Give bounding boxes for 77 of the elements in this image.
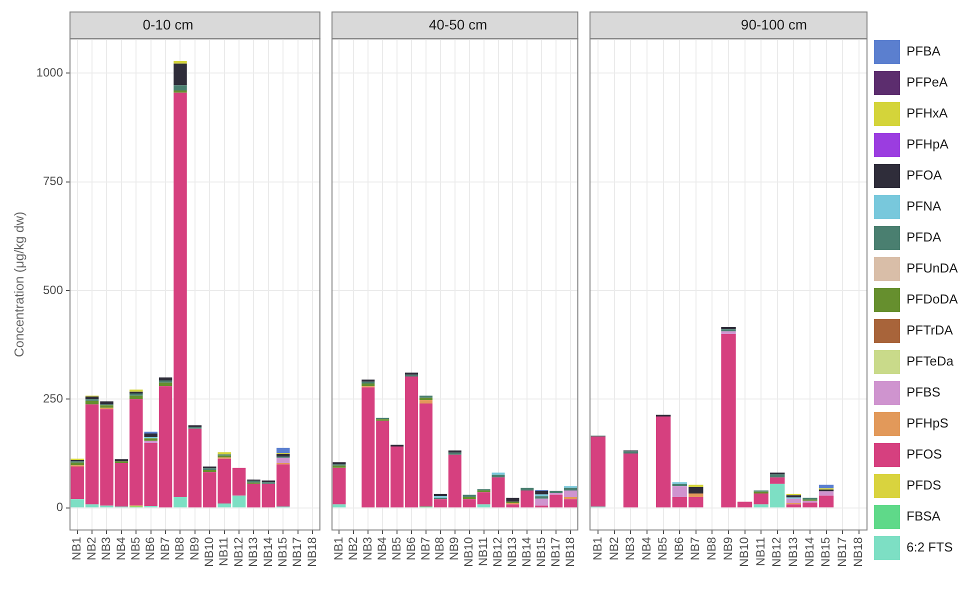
x-tick-label: NB14 xyxy=(519,536,534,568)
x-tick-label: NB6 xyxy=(404,536,418,560)
x-tick-label: NB4 xyxy=(114,536,128,560)
legend-label: PFDA xyxy=(906,230,942,245)
x-tick-label: NB18 xyxy=(304,536,319,568)
x-tick-label: NB8 xyxy=(432,536,447,560)
chart-title: 0-10 cm xyxy=(142,16,194,32)
x-tick-label: NB11 xyxy=(753,536,768,566)
legend-label: PFHpS xyxy=(906,416,949,431)
legend-label: PFOA xyxy=(906,168,942,183)
legend-label: PFDS xyxy=(906,478,942,493)
x-tick-label: NB18 xyxy=(851,536,866,568)
x-tick-label: NB2 xyxy=(84,536,98,560)
x-tick-label: NB14 xyxy=(802,536,816,568)
x-tick-label: NB12 xyxy=(231,536,246,568)
x-tick-label: NB5 xyxy=(389,536,404,560)
x-tick-label: NB6 xyxy=(143,536,158,560)
x-tick-label: NB13 xyxy=(246,536,260,568)
x-tick-label: NB9 xyxy=(447,536,462,560)
x-tick-label: NB6 xyxy=(672,536,686,560)
legend-label: PFBA xyxy=(906,44,941,59)
x-tick-label: NB2 xyxy=(346,536,360,560)
x-tick-label: NB7 xyxy=(418,536,432,560)
legend-label: PFUnDA xyxy=(906,260,958,276)
x-tick-label: NB5 xyxy=(656,536,670,560)
x-tick-label: NB1 xyxy=(590,536,604,560)
x-tick-label: NB17 xyxy=(548,536,562,568)
legend-label: PFTeDa xyxy=(906,354,954,369)
x-tick-label: NB11 xyxy=(216,536,231,566)
x-tick-label: NB1 xyxy=(332,536,346,560)
x-tick-label: NB11 xyxy=(476,536,490,566)
x-tick-label: NB13 xyxy=(505,536,520,568)
y-tick-label: 750 xyxy=(42,174,64,188)
legend-label: PFTrDA xyxy=(906,322,954,338)
x-tick-label: NB15 xyxy=(818,536,833,568)
x-tick-label: NB9 xyxy=(720,536,735,560)
y-axis-title: Concentration (μg/kg dw) xyxy=(11,212,26,358)
x-tick-label: NB3 xyxy=(360,536,374,560)
x-tick-label: NB17 xyxy=(834,536,849,568)
legend-label: PFHxA xyxy=(906,106,948,121)
x-tick-label: NB9 xyxy=(187,536,202,560)
legend-label: PFBS xyxy=(906,384,941,400)
x-tick-label: NB7 xyxy=(158,536,172,560)
x-tick-label: NB18 xyxy=(562,536,577,568)
chart-title: 40-50 cm xyxy=(428,16,488,32)
legend-label: 6:2 FTS xyxy=(906,540,954,555)
legend-label: PFDoDA xyxy=(906,292,958,307)
legend-label: PFOS xyxy=(906,446,942,462)
x-tick-label: NB10 xyxy=(202,536,216,568)
x-tick-label: NB10 xyxy=(462,536,476,568)
y-tick-label: 250 xyxy=(42,391,64,406)
x-tick-label: NB2 xyxy=(606,536,621,560)
x-tick-label: NB4 xyxy=(374,536,389,560)
y-tick-label: 0 xyxy=(56,500,64,514)
x-tick-label: NB10 xyxy=(737,536,752,568)
x-tick-label: NB15 xyxy=(275,536,290,568)
legend-label: PFHpA xyxy=(906,136,949,152)
x-tick-label: NB13 xyxy=(786,536,800,568)
x-tick-label: NB7 xyxy=(688,536,702,560)
x-tick-label: NB3 xyxy=(99,536,114,560)
legend-label: PFNA xyxy=(906,198,942,214)
y-tick-label: 1000 xyxy=(36,65,64,80)
x-tick-label: NB17 xyxy=(290,536,304,568)
x-tick-label: NB12 xyxy=(490,536,505,568)
x-tick-label: NB8 xyxy=(172,536,187,560)
legend-label: FBSA xyxy=(906,508,941,524)
legend-label: PFPeA xyxy=(906,74,948,90)
chart-title: 90-100 cm xyxy=(740,16,808,32)
x-tick-label: NB12 xyxy=(770,536,784,568)
x-tick-label: NB5 xyxy=(128,536,142,560)
x-tick-label: NB4 xyxy=(639,536,654,560)
x-tick-label: NB3 xyxy=(623,536,638,560)
x-tick-label: NB15 xyxy=(534,536,548,568)
x-tick-label: NB8 xyxy=(704,536,719,560)
y-tick-label: 500 xyxy=(42,282,64,297)
x-tick-label: NB1 xyxy=(70,536,84,560)
x-tick-label: NB14 xyxy=(260,536,275,568)
